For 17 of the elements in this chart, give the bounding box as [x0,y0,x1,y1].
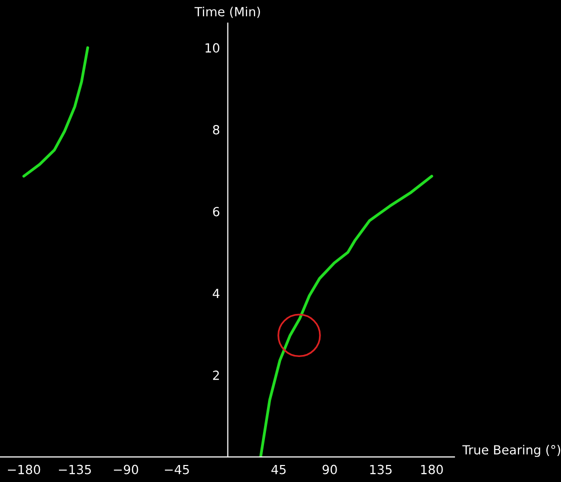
x-tick-label: 180 [421,464,443,474]
x-axis-title: True Bearing (°) [462,444,560,457]
y-tick-label: 4 [212,288,220,298]
x-tick-label: 90 [322,464,337,474]
x-tick-label: 135 [370,464,392,474]
x-tick-label: −135 [58,464,91,474]
y-tick-label: 10 [206,43,220,53]
y-tick-label: 6 [213,206,220,216]
y-axis-title: Time (Min) [194,6,260,18]
y-tick-label: 2 [213,370,219,380]
x-tick-label: 45 [271,464,286,474]
x-tick-label: −180 [8,464,40,474]
x-tick-label: −90 [114,464,138,474]
line-series [22,46,90,178]
line-series [259,174,434,457]
x-tick-label: −45 [164,464,189,474]
y-tick-label: 8 [213,125,220,134]
